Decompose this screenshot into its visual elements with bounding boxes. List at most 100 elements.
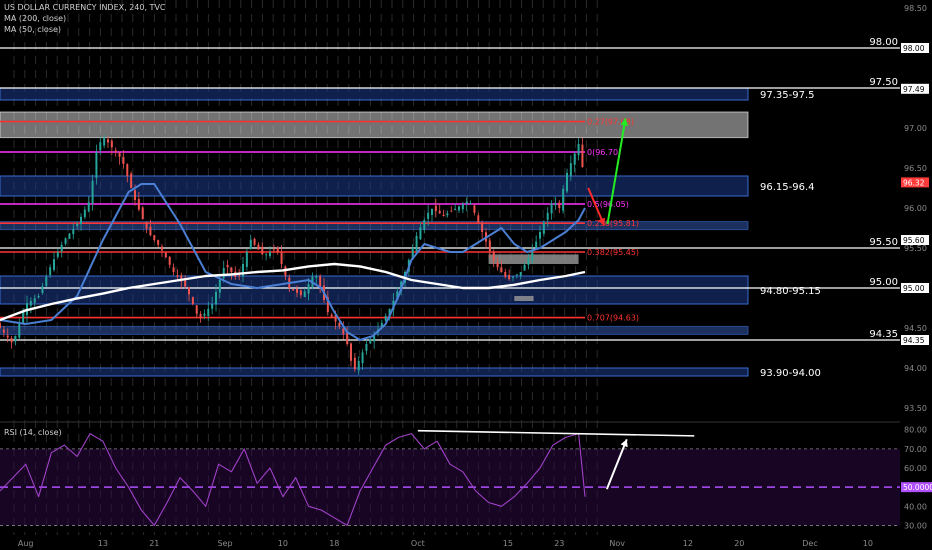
candle-body (446, 213, 449, 216)
candle-body (423, 220, 426, 230)
x-tick-label: Oct (411, 539, 425, 548)
zone-band (0, 175, 749, 197)
candle-body (504, 272, 507, 277)
candle-body (338, 323, 341, 327)
candle-body (415, 236, 418, 252)
y-tick-label: 97.00 (904, 124, 927, 133)
candle-body (369, 339, 372, 344)
candle-body (427, 212, 430, 219)
price-badge-label: 97.49 (903, 85, 925, 94)
candle-body (83, 209, 86, 218)
candle-body (473, 205, 476, 213)
candle-body (134, 190, 136, 200)
y-tick-label: 93.50 (904, 404, 927, 413)
candle-body (172, 267, 175, 272)
candle-body (145, 221, 148, 229)
candle-body (141, 207, 144, 220)
candle-body (272, 249, 275, 251)
zone-label: 94.80-95.15 (760, 286, 821, 297)
rsi-tick-label: 80.00 (904, 426, 927, 435)
candle-body (253, 238, 256, 245)
candle-body (122, 157, 125, 164)
candle-body (353, 357, 356, 370)
candle-body (454, 208, 457, 211)
price-badge-label: 95.60 (903, 236, 925, 245)
candle-body (558, 202, 561, 208)
candle-body (56, 252, 59, 257)
y-tick-label: 94.00 (904, 364, 927, 373)
candle-body (222, 268, 225, 279)
level-label: 95.50 (869, 237, 898, 248)
rsi-arrow (605, 438, 628, 490)
candle-body (346, 332, 349, 344)
candle-body (438, 210, 441, 214)
candle-body (41, 286, 44, 293)
candle-body (419, 227, 422, 240)
price-badge-label: 94.35 (903, 336, 925, 345)
candle-body (226, 264, 229, 268)
candle-body (87, 202, 90, 212)
zone-band (0, 87, 749, 101)
candle-body (80, 216, 82, 225)
fib-label: 0.236(95.81) (587, 219, 639, 228)
bullish-arrow (606, 118, 627, 225)
candle-body (461, 204, 464, 210)
candle-body (535, 241, 538, 250)
candle-body (581, 144, 584, 168)
candle-body (396, 291, 399, 301)
candle-body (118, 152, 121, 157)
x-tick-label: 10 (863, 539, 873, 548)
candle-body (249, 240, 252, 249)
candle-body (276, 247, 279, 252)
legend-ma50: MA (50, close) (4, 25, 62, 34)
candle-body (68, 233, 71, 239)
rsi-tick-label: 40.00 (904, 502, 927, 511)
candle-body (342, 328, 345, 335)
candle-body (500, 267, 503, 272)
candle-body (261, 246, 264, 255)
candle-body (554, 203, 557, 206)
candle-body (442, 214, 445, 216)
x-tick-label: Sep (217, 539, 232, 548)
x-tick-label: 10 (278, 539, 288, 548)
candle-body (137, 198, 140, 210)
zone-label: 96.15-96.4 (760, 182, 815, 193)
price-badge (901, 335, 929, 345)
candle-body (562, 188, 565, 211)
candle-body (496, 262, 499, 268)
candle-body (515, 274, 518, 276)
candle-body (53, 259, 55, 270)
fib-label: 0(96.70) (587, 148, 621, 157)
price-badge-label: 98.00 (903, 44, 925, 53)
candle-body (64, 238, 67, 244)
candle-body (110, 140, 113, 148)
candle-body (114, 150, 117, 152)
candle-body (176, 275, 179, 277)
candle-body (0, 323, 1, 328)
candle-body (95, 152, 98, 178)
rsi-arrow-head (620, 439, 628, 448)
candle-body (153, 235, 156, 240)
level-label: 98.00 (869, 37, 898, 48)
fib-label: 0.27(97.08) (587, 118, 634, 127)
candle-body (492, 251, 495, 261)
zone-band-extra (0, 221, 749, 231)
candle-body (365, 344, 368, 351)
candle-body (523, 264, 526, 271)
candle-body (218, 280, 221, 293)
candle-body (180, 275, 183, 282)
candle-body (14, 336, 17, 342)
candle-body (527, 257, 530, 265)
consolidation-box (488, 254, 579, 264)
x-tick-label: 15 (503, 539, 513, 548)
candle-body (103, 137, 106, 146)
candle-body (33, 298, 36, 303)
candle-body (280, 252, 283, 264)
y-tick-label: 98.50 (904, 4, 927, 13)
candle-body (539, 232, 541, 239)
y-tick-label: 95.50 (904, 244, 927, 253)
candle-body (319, 276, 322, 288)
candle-body (284, 266, 287, 276)
candle-body (481, 222, 484, 232)
